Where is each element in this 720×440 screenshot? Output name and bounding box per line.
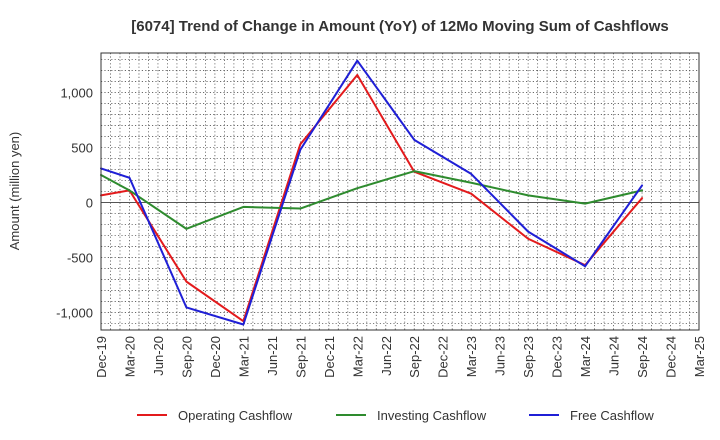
x-tick-label: Mar-22 [350, 336, 365, 377]
y-tick-label: 0 [86, 195, 93, 210]
y-tick-label: -500 [67, 250, 93, 265]
x-tick-label: Jun-21 [265, 336, 280, 376]
grid-layer [100, 53, 700, 330]
x-tick-label: Sep-22 [407, 336, 422, 378]
x-tick-label: Sep-24 [635, 336, 650, 378]
x-tick-label: Mar-24 [578, 336, 593, 377]
x-tick-label: Dec-22 [436, 336, 451, 378]
x-tick-label: Dec-19 [94, 336, 109, 378]
x-tick-label: Sep-21 [293, 336, 308, 378]
legend-item-operating-cashflow: Operating Cashflow [137, 408, 293, 423]
legend-item-investing-cashflow: Investing Cashflow [336, 408, 487, 423]
legend: Operating Cashflow Investing Cashflow Free… [137, 408, 654, 423]
legend-label: Free Cashflow [570, 408, 654, 423]
x-tick-label: Mar-23 [464, 336, 479, 377]
x-tick-label: Mar-20 [122, 336, 137, 377]
legend-label: Operating Cashflow [178, 408, 293, 423]
x-tick-label: Sep-20 [179, 336, 194, 378]
series-line-investing-cashflow [100, 170, 644, 230]
x-tick-label: Mar-21 [236, 336, 251, 377]
y-axis-label: Amount (million yen) [7, 132, 22, 251]
x-tick-label: Dec-21 [322, 336, 337, 378]
x-tick-label: Mar-25 [692, 336, 707, 377]
plot-frame [100, 52, 700, 331]
x-tick-label: Dec-20 [208, 336, 223, 378]
x-tick-labels: Dec-19 Mar-20 Jun-20 Sep-20 Dec-20 Mar-21 Jun-… [94, 336, 707, 378]
y-tick-label: 1,000 [60, 86, 93, 101]
series-line-free-cashflow [100, 59, 644, 326]
x-tick-label: Jun-24 [607, 336, 622, 376]
legend-label: Investing Cashflow [377, 408, 487, 423]
legend-item-free-cashflow: Free Cashflow [529, 408, 654, 423]
series-layer [100, 59, 644, 326]
y-tick-label: -1,000 [56, 305, 93, 320]
x-tick-label: Dec-23 [550, 336, 565, 378]
x-tick-label: Jun-22 [379, 336, 394, 376]
x-tick-label: Jun-23 [493, 336, 508, 376]
series-line-operating-cashflow [100, 73, 644, 323]
y-tick-labels: -1,000 -500 0 500 1,000 [56, 86, 93, 321]
y-tick-label: 500 [71, 141, 93, 156]
x-tick-label: Jun-20 [151, 336, 166, 376]
x-tick-label: Sep-23 [521, 336, 536, 378]
x-tick-label: Dec-24 [664, 336, 679, 378]
chart-title: [6074] Trend of Change in Amount (YoY) o… [131, 18, 669, 35]
